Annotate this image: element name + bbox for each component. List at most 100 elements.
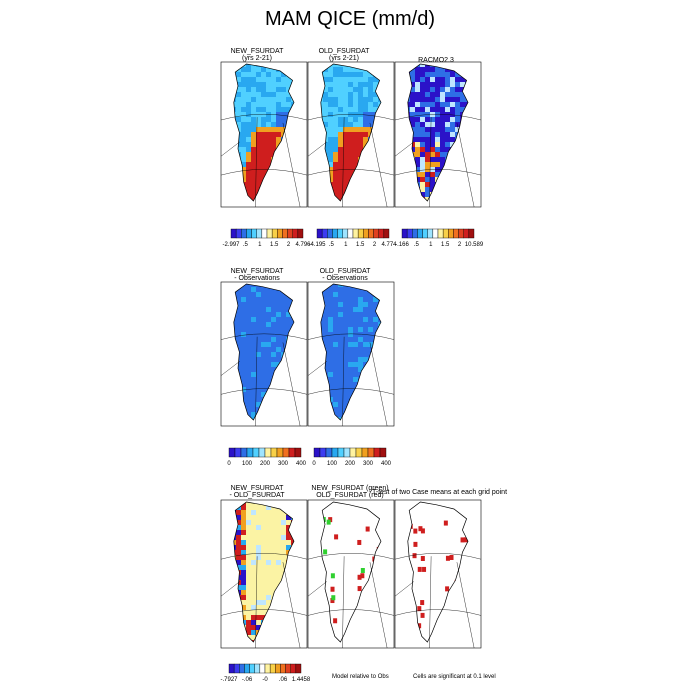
grid-cell [338,392,343,397]
grid-cell [353,372,358,377]
colorbar-swatch [264,447,272,458]
grid-cell [333,327,338,332]
grid-cell [236,77,241,82]
grid-cell [261,545,266,550]
grid-cell [276,307,281,312]
grid-cell [246,284,251,287]
grid-cell [261,510,266,515]
significant-cell [420,612,425,618]
grid-cell [455,97,460,102]
grid-cell [338,72,343,77]
grid-cell [430,77,435,82]
colorbar-swatch [252,447,260,458]
grid-cell [358,107,363,112]
grid-cell [251,377,256,382]
grid-cell [425,102,430,107]
grid-cell [348,122,353,127]
colorbar-swatch [228,447,236,458]
grid-cell [348,312,353,317]
grid-cell [241,302,246,307]
grid-cell [435,87,440,92]
grid-cell [343,142,348,147]
grid-cell [343,337,348,342]
grid-cell [333,97,338,102]
grid-cell [425,107,430,112]
grid-cell [343,352,348,357]
grid-cell [286,545,291,550]
significant-cell [422,566,427,572]
grid-cell [266,112,271,117]
grid-cell [271,560,276,565]
grid-cell [256,402,261,407]
grid-cell [261,132,266,137]
longitude-line [255,336,258,427]
grid-cell [261,565,266,570]
colorbar-swatch [412,228,418,239]
grid-cell [251,177,256,182]
grid-cell [353,137,358,142]
grid-cell [368,117,373,122]
grid-cell [425,192,430,197]
grid-cell [333,297,338,302]
grid-cell [241,560,246,565]
grid-cell [256,595,261,600]
grid-cell [348,302,353,307]
grid-cell [246,630,251,635]
grid-cell [256,142,261,147]
labels-layer: NEW_FSURDAT (yrs 2-21) OLD_FSURDAT (yrs … [229,48,507,680]
grid-cell [241,317,246,322]
grid-cell [261,92,266,97]
colorbar-swatch [427,228,434,239]
grid-cell [435,67,440,72]
colorbar-tick-label: .06 [279,677,288,683]
grid-cell [410,102,415,107]
grid-cell [261,352,266,357]
grid-cell [320,97,323,102]
coastline [320,283,382,421]
grid-cell [338,192,343,197]
grid-cell [343,77,348,82]
grid-cell [368,307,373,312]
grid-cell [323,112,328,117]
grid-cell [266,137,271,142]
significant-cell [413,528,418,534]
grid-cell [276,580,281,585]
grid-cell [425,172,430,177]
grid-cell [333,322,338,327]
grid-cell [281,102,286,107]
grid-cell [343,357,348,362]
grid-cell [328,357,333,362]
grid-cell [353,67,358,72]
colorbar-swatch [367,447,375,458]
grid-cell [328,97,333,102]
significant-cell [420,528,425,534]
colorbar-swatch [378,228,385,239]
grid-cell [455,92,460,97]
grid-cell [363,327,368,332]
grid-cell [358,302,363,307]
grid-cell [276,92,281,97]
grid-cell [343,297,348,302]
grid-cell [460,97,465,102]
colorbar-swatch [246,447,254,458]
colorbar-swatch [342,228,349,239]
colorbar-1: -2.997.5 1 1.5 2 4.796 [222,228,311,248]
grid-cell [266,307,271,312]
grid-cell [246,550,251,555]
grid-cell [328,322,333,327]
grid-cell [333,182,338,187]
grid-cell [281,127,286,132]
grid-cell [241,372,246,377]
grid-cell [236,72,241,77]
grid-cell [445,117,450,122]
colorbar-swatch [349,447,357,458]
grid-cell [368,317,373,322]
grid-cell [241,520,246,525]
panel-7-subtitle: OLD_FSURDAT (red) [316,492,383,499]
grid-cell [368,97,373,102]
grid-cell [251,77,256,82]
colorbar-swatch [266,228,273,239]
grid-cell [338,67,343,72]
grid-cell [236,342,241,347]
grid-cell [363,302,368,307]
